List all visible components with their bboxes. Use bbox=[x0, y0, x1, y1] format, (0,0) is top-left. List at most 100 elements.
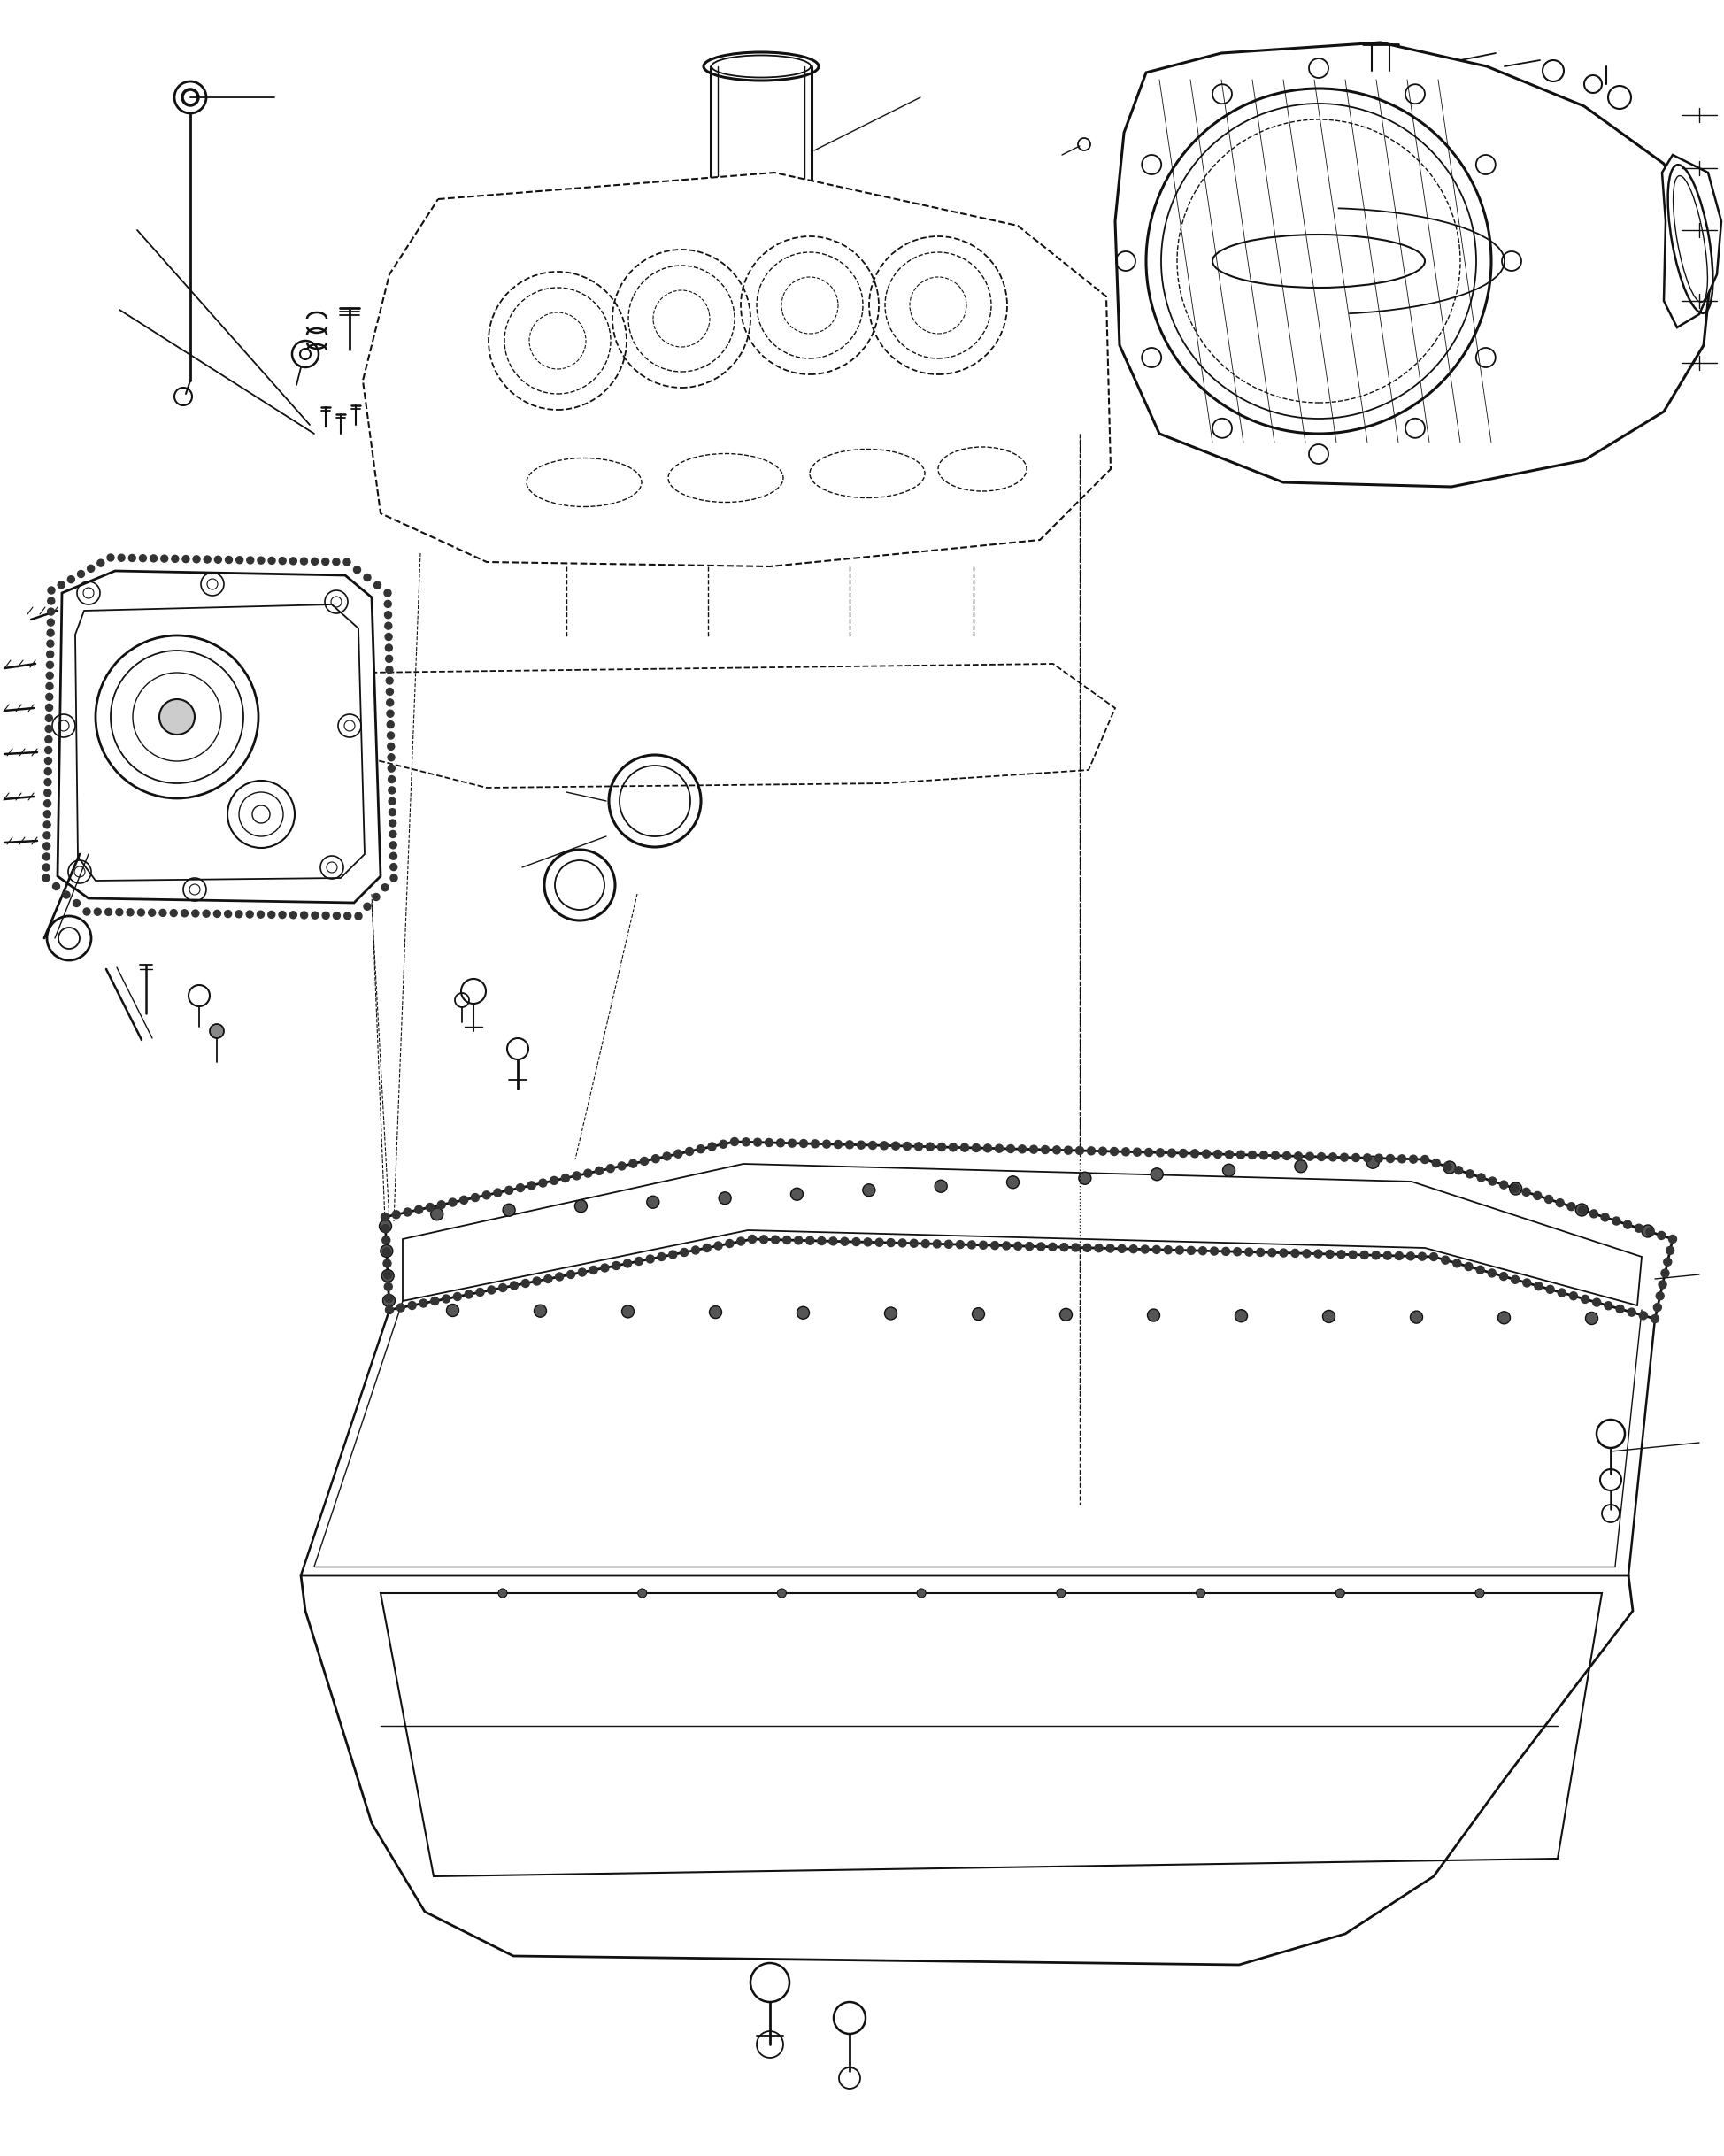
Circle shape bbox=[483, 1190, 490, 1199]
Circle shape bbox=[476, 1287, 484, 1296]
Circle shape bbox=[1429, 1253, 1438, 1261]
Circle shape bbox=[390, 808, 397, 815]
Circle shape bbox=[45, 789, 52, 796]
Circle shape bbox=[247, 910, 253, 918]
Circle shape bbox=[384, 623, 391, 630]
Circle shape bbox=[528, 1181, 536, 1190]
Circle shape bbox=[386, 666, 393, 673]
Circle shape bbox=[753, 1138, 762, 1147]
Circle shape bbox=[345, 912, 352, 918]
Circle shape bbox=[384, 1294, 393, 1302]
Circle shape bbox=[898, 1240, 907, 1246]
Circle shape bbox=[290, 912, 297, 918]
Circle shape bbox=[1110, 1147, 1119, 1156]
Circle shape bbox=[1064, 1147, 1072, 1153]
Circle shape bbox=[214, 910, 221, 916]
Circle shape bbox=[617, 1162, 626, 1171]
Circle shape bbox=[1026, 1242, 1033, 1250]
Circle shape bbox=[1222, 1248, 1229, 1255]
Circle shape bbox=[210, 1024, 224, 1039]
Circle shape bbox=[846, 1141, 853, 1149]
Circle shape bbox=[972, 1309, 984, 1319]
Circle shape bbox=[448, 1199, 457, 1207]
Circle shape bbox=[960, 1143, 969, 1151]
Circle shape bbox=[736, 1238, 745, 1246]
Circle shape bbox=[381, 884, 388, 890]
Circle shape bbox=[384, 599, 391, 608]
Circle shape bbox=[310, 558, 319, 565]
Circle shape bbox=[1657, 1231, 1665, 1240]
Circle shape bbox=[640, 1158, 648, 1164]
Circle shape bbox=[696, 1145, 705, 1153]
Circle shape bbox=[1624, 1220, 1631, 1229]
Circle shape bbox=[1372, 1250, 1379, 1259]
Circle shape bbox=[1176, 1246, 1184, 1255]
Circle shape bbox=[1652, 1315, 1658, 1324]
Circle shape bbox=[1641, 1225, 1653, 1238]
Circle shape bbox=[47, 608, 55, 614]
Circle shape bbox=[47, 640, 53, 647]
Circle shape bbox=[379, 1220, 391, 1233]
Circle shape bbox=[43, 811, 50, 817]
Circle shape bbox=[584, 1169, 591, 1177]
Circle shape bbox=[117, 554, 124, 561]
Circle shape bbox=[1476, 1589, 1484, 1598]
Circle shape bbox=[1498, 1311, 1510, 1324]
Circle shape bbox=[488, 1285, 495, 1294]
Circle shape bbox=[1410, 1156, 1417, 1162]
Circle shape bbox=[622, 1304, 634, 1317]
Circle shape bbox=[1510, 1181, 1522, 1194]
Circle shape bbox=[972, 1145, 981, 1151]
Circle shape bbox=[1222, 1164, 1234, 1177]
Circle shape bbox=[415, 1205, 422, 1214]
Circle shape bbox=[1665, 1246, 1674, 1255]
Circle shape bbox=[1602, 1214, 1608, 1220]
Circle shape bbox=[384, 1272, 391, 1279]
Circle shape bbox=[1167, 1149, 1176, 1158]
Circle shape bbox=[1433, 1160, 1440, 1166]
Circle shape bbox=[1579, 1205, 1586, 1214]
Circle shape bbox=[572, 1171, 581, 1179]
Circle shape bbox=[1329, 1153, 1336, 1162]
Circle shape bbox=[503, 1203, 515, 1216]
Circle shape bbox=[279, 912, 286, 918]
Circle shape bbox=[1465, 1171, 1474, 1177]
Circle shape bbox=[788, 1138, 796, 1147]
Circle shape bbox=[214, 556, 222, 563]
Circle shape bbox=[257, 910, 264, 918]
Circle shape bbox=[1007, 1175, 1019, 1188]
Circle shape bbox=[267, 912, 276, 918]
Circle shape bbox=[45, 735, 52, 744]
Polygon shape bbox=[302, 1576, 1633, 1964]
Circle shape bbox=[545, 1274, 552, 1283]
Circle shape bbox=[719, 1141, 728, 1149]
Circle shape bbox=[1236, 1151, 1245, 1158]
Circle shape bbox=[384, 589, 391, 597]
Circle shape bbox=[595, 1166, 603, 1175]
Circle shape bbox=[386, 709, 393, 718]
Circle shape bbox=[967, 1242, 976, 1248]
Circle shape bbox=[1441, 1257, 1450, 1263]
Circle shape bbox=[47, 619, 53, 625]
Circle shape bbox=[1664, 1257, 1672, 1266]
Circle shape bbox=[709, 1307, 722, 1317]
Circle shape bbox=[47, 651, 53, 658]
Circle shape bbox=[1048, 1242, 1057, 1250]
Circle shape bbox=[657, 1253, 665, 1261]
Circle shape bbox=[612, 1261, 621, 1270]
Circle shape bbox=[1453, 1259, 1460, 1268]
Circle shape bbox=[1129, 1244, 1138, 1253]
Circle shape bbox=[390, 875, 397, 882]
Circle shape bbox=[226, 556, 233, 563]
Circle shape bbox=[384, 634, 391, 640]
Circle shape bbox=[383, 1294, 395, 1307]
Circle shape bbox=[1257, 1248, 1264, 1257]
Circle shape bbox=[938, 1143, 946, 1151]
Circle shape bbox=[1088, 1147, 1095, 1156]
Circle shape bbox=[431, 1298, 438, 1304]
Circle shape bbox=[343, 558, 350, 565]
Circle shape bbox=[1569, 1291, 1577, 1300]
Circle shape bbox=[43, 854, 50, 860]
Circle shape bbox=[1500, 1181, 1508, 1188]
Circle shape bbox=[1662, 1270, 1669, 1276]
